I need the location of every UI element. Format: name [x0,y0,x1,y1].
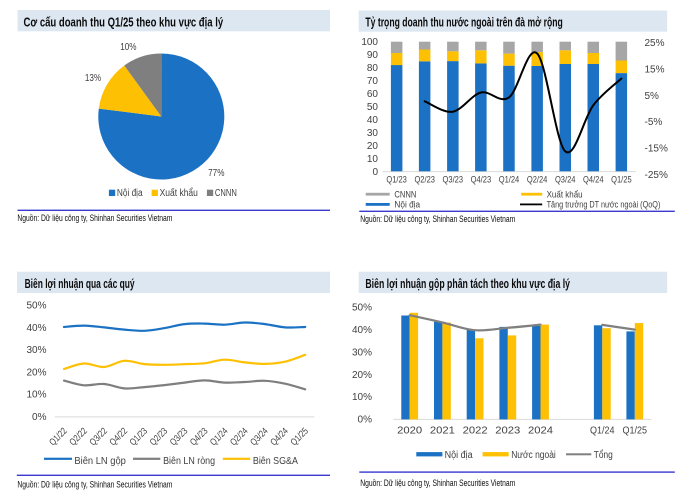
svg-text:25%: 25% [645,38,665,49]
svg-text:Q1/22: Q1/22 [47,426,69,448]
svg-text:Nguồn: Dữ liệu công ty, Shinha: Nguồn: Dữ liệu công ty, Shinhan Securiti… [360,214,515,225]
svg-text:Q3/23: Q3/23 [443,175,464,186]
svg-text:Q4/23: Q4/23 [471,175,492,186]
svg-text:40%: 40% [26,323,46,334]
svg-text:-5%: -5% [645,117,663,128]
svg-text:0: 0 [372,167,378,178]
svg-text:Q1/24: Q1/24 [208,426,230,448]
svg-text:70: 70 [367,76,379,87]
svg-text:Q3/24: Q3/24 [248,426,270,448]
svg-text:10%: 10% [352,392,372,403]
svg-text:2020: 2020 [397,425,422,436]
svg-text:Q1/25: Q1/25 [623,425,648,436]
svg-text:2024: 2024 [528,425,553,436]
svg-text:0%: 0% [32,412,47,423]
svg-text:Nội địa: Nội địa [445,450,474,461]
svg-text:Biên LN ròng: Biên LN ròng [163,456,215,467]
svg-text:20%: 20% [352,370,372,381]
svg-text:Q3/23: Q3/23 [168,426,190,448]
svg-text:Xuất khẩu: Xuất khẩu [547,189,583,199]
svg-text:30%: 30% [26,345,46,356]
svg-text:80: 80 [367,63,379,74]
svg-text:Tỷ trọng doanh thu nước ngoài: Tỷ trọng doanh thu nước ngoài trên đà mở… [365,15,562,30]
svg-text:20%: 20% [26,367,46,378]
svg-text:Nguồn: Dữ liệu công ty, Shinha: Nguồn: Dữ liệu công ty, Shinhan Securiti… [17,213,172,224]
svg-text:Q2/22: Q2/22 [67,426,89,448]
svg-text:20: 20 [367,141,379,152]
svg-text:5%: 5% [645,91,660,102]
svg-text:10%: 10% [120,41,136,53]
svg-text:Nội địa: Nội địa [117,188,143,199]
svg-text:Q4/24: Q4/24 [583,175,604,186]
svg-text:Q1/23: Q1/23 [386,175,407,186]
svg-text:30%: 30% [352,347,372,358]
svg-text:Q1/25: Q1/25 [289,426,311,448]
svg-text:50%: 50% [352,303,372,314]
svg-text:40: 40 [367,115,379,126]
svg-text:Cơ cấu doanh thu Q1/25 theo kh: Cơ cấu doanh thu Q1/25 theo khu vực địa … [24,15,224,30]
svg-text:Biên lợi nhuận qua các quý: Biên lợi nhuận qua các quý [25,276,136,291]
svg-text:Biên lợi nhuận gộp phân tách t: Biên lợi nhuận gộp phân tách theo khu vự… [365,276,570,291]
svg-text:0%: 0% [358,415,373,426]
svg-text:-25%: -25% [645,170,668,181]
svg-text:10%: 10% [26,390,46,401]
svg-text:Xuất khẩu: Xuất khẩu [160,187,198,199]
svg-text:Q2/23: Q2/23 [148,426,170,448]
svg-text:10: 10 [367,154,379,165]
svg-text:Nội địa: Nội địa [394,200,420,210]
svg-text:CNNN: CNNN [215,188,237,199]
svg-text:Tổng: Tổng [594,450,613,461]
svg-text:Q4/22: Q4/22 [108,426,130,448]
svg-text:Q3/22: Q3/22 [88,426,110,448]
svg-text:CNNN: CNNN [394,189,416,199]
svg-text:Q3/24: Q3/24 [555,175,576,186]
svg-text:Q1/23: Q1/23 [128,426,150,448]
svg-text:Q1/25: Q1/25 [611,175,632,186]
svg-text:-15%: -15% [645,144,668,155]
svg-text:50%: 50% [26,301,46,312]
svg-text:2023: 2023 [495,425,520,436]
svg-text:Q2/24: Q2/24 [527,175,548,186]
svg-text:50: 50 [367,102,379,113]
svg-text:77%: 77% [208,167,224,179]
svg-text:15%: 15% [645,64,665,75]
svg-text:Nguồn: Dữ liệu công ty, Shinha: Nguồn: Dữ liệu công ty, Shinhan Securiti… [360,478,515,489]
svg-text:Q4/23: Q4/23 [188,426,210,448]
svg-text:Tăng trưởng DT nước ngoài (QoQ: Tăng trưởng DT nước ngoài (QoQ) [547,200,661,210]
svg-text:2021: 2021 [430,425,455,436]
svg-text:Nguồn: Dữ liệu công ty, Shinha: Nguồn: Dữ liệu công ty, Shinhan Securiti… [17,480,172,491]
svg-text:60: 60 [367,89,379,100]
svg-text:Biên LN gộp: Biên LN gộp [74,456,126,467]
svg-text:Q1/24: Q1/24 [499,175,520,186]
svg-text:13%: 13% [85,72,101,84]
svg-text:Q4/24: Q4/24 [268,426,290,448]
svg-text:Q2/23: Q2/23 [414,175,435,186]
svg-text:40%: 40% [352,325,372,336]
svg-text:Q1/24: Q1/24 [590,425,615,436]
svg-text:Biên SG&A: Biên SG&A [253,456,298,467]
svg-text:90: 90 [367,50,379,61]
svg-text:Nước ngoài: Nước ngoài [511,450,556,461]
svg-text:2022: 2022 [463,425,488,436]
svg-text:30: 30 [367,128,379,139]
svg-text:Q2/24: Q2/24 [228,426,250,448]
svg-text:100: 100 [361,37,378,48]
